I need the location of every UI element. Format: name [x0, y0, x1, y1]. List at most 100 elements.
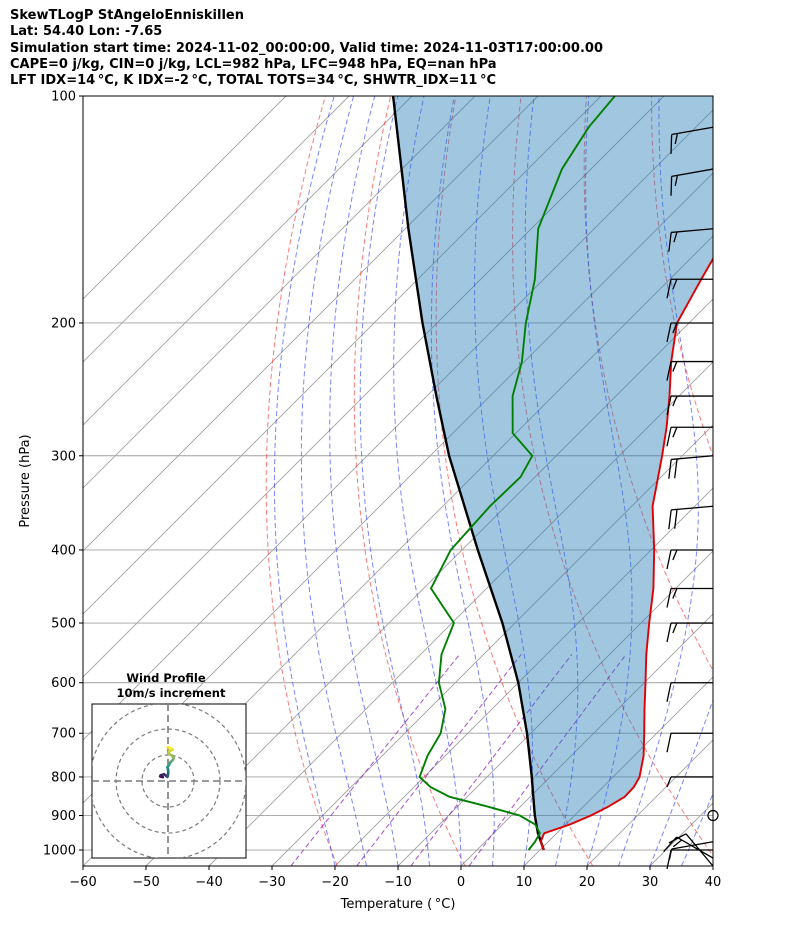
dry-adiabat	[265, 96, 338, 866]
wind-barb-flag	[672, 395, 678, 407]
wind-barb-flag	[674, 133, 679, 145]
moist-adiabat	[300, 96, 367, 866]
shaded-area	[393, 96, 713, 850]
wind-barb-flag	[666, 279, 672, 299]
isotherm-line	[334, 487, 713, 866]
x-axis-label: Temperature ( °C)	[340, 897, 456, 912]
wind-barb	[666, 278, 713, 299]
wind-barb-flag	[666, 622, 672, 643]
wind-barb-flag	[672, 361, 678, 372]
x-tick-label: −20	[321, 875, 348, 890]
moist-adiabat	[681, 792, 713, 866]
isotherm-line	[523, 676, 713, 866]
y-tick-label: 400	[51, 543, 76, 558]
chart-grid	[83, 96, 794, 866]
stability-indices-1: CAPE=0 j/kg, CIN=0 j/kg, LCL=982 hPa, LF…	[10, 56, 497, 72]
y-axis-label: Pressure (hPa)	[18, 434, 33, 527]
y-tick-label: 600	[51, 676, 76, 691]
chart-header: SkewTLogP StAngeloEnniskillen Lat: 54.40…	[10, 8, 603, 89]
wind-barb-flag	[670, 134, 673, 154]
wind-barbs	[663, 126, 719, 870]
wind-barb	[668, 505, 714, 530]
x-tick-label: −50	[132, 875, 159, 890]
wind-barb-flag	[668, 459, 672, 479]
x-tick-label: 0	[457, 875, 465, 890]
wind-barb-flag	[668, 509, 672, 530]
dry-adiabat	[583, 96, 713, 672]
y-tick-label: 500	[51, 617, 76, 632]
moist-adiabat	[585, 96, 633, 866]
isotherm-line	[83, 109, 713, 741]
isotherm-line	[83, 96, 602, 615]
wind-barb-flag	[666, 588, 672, 608]
y-tick-label: 100	[51, 90, 76, 105]
isotherm-line	[776, 96, 794, 866]
wind-barb	[666, 587, 713, 608]
wind-barb	[668, 841, 714, 860]
wind-barb-flag	[672, 622, 678, 634]
moist-adiabat	[274, 96, 336, 866]
wind-barb-staff	[671, 505, 714, 511]
wind-barb-staff	[671, 841, 714, 850]
wind-barb-flag	[668, 232, 672, 252]
isotherm-line	[145, 298, 713, 866]
wind-barb	[663, 836, 714, 859]
isotherm-line	[460, 613, 713, 866]
x-tick-label: 10	[516, 875, 533, 890]
wind-barb-flag	[668, 833, 687, 844]
moist-adiabat	[649, 698, 713, 866]
wind-barb-staff	[671, 168, 714, 178]
wind-barb-flag	[666, 549, 672, 570]
x-tick-label: −40	[195, 875, 222, 890]
y-tick-label: 800	[51, 770, 76, 785]
wind-barb-flag	[663, 836, 678, 852]
wind-barb-flag	[674, 509, 678, 529]
wind-barb-flag	[674, 458, 678, 479]
hodograph-inset: Wind Profile 10m/s increment	[91, 671, 247, 859]
wind-barb-flag	[666, 322, 672, 343]
wind-barb	[670, 126, 714, 154]
wind-barb-flag	[666, 776, 672, 788]
wind-barb-flag	[666, 733, 672, 753]
wind-barb-flag	[672, 549, 678, 561]
wind-barb-flag	[666, 427, 672, 447]
dewpoint-profile-line	[418, 96, 616, 851]
isotherm-line	[83, 96, 413, 426]
wind-barb-flag	[674, 175, 679, 187]
moist-adiabat	[393, 96, 462, 866]
isotherm-line	[83, 96, 665, 678]
isotherm-line	[208, 361, 713, 866]
isotherm-line	[83, 96, 476, 489]
moist-adiabat	[474, 96, 534, 866]
wind-barb-flag	[672, 427, 678, 438]
wind-barb-flag	[666, 361, 672, 381]
wind-barb	[666, 395, 713, 416]
x-tick-label: 40	[705, 875, 722, 890]
dry-adiabat	[782, 96, 794, 866]
x-tick-label: −30	[258, 875, 285, 890]
wind-barb-flag	[666, 395, 672, 416]
wind-barb	[666, 682, 713, 702]
moist-adiabat	[524, 96, 579, 866]
wind-barb-staff	[671, 228, 714, 234]
wind-barb	[666, 322, 713, 343]
wind-barb	[666, 360, 713, 381]
wind-barb-flag	[668, 848, 673, 860]
y-tick-label: 1000	[43, 844, 76, 859]
mixing-ratio-line	[410, 653, 573, 866]
wind-barb	[668, 228, 714, 252]
dry-adiabat	[717, 96, 794, 866]
mixing-ratio-line	[468, 653, 627, 866]
x-tick-label: −10	[384, 875, 411, 890]
isotherm-line	[83, 96, 287, 300]
wind-barb-flag	[666, 682, 672, 702]
wind-barb-flag	[672, 279, 678, 290]
x-tick-label: −60	[69, 875, 96, 890]
wind-barb-flag	[673, 231, 678, 243]
wind-barb-flag	[670, 176, 673, 196]
dry-adiabat	[353, 96, 466, 866]
mixing-ratio-line	[290, 653, 461, 866]
wind-barb-staff	[676, 836, 714, 859]
wind-barb-flag	[672, 839, 683, 848]
